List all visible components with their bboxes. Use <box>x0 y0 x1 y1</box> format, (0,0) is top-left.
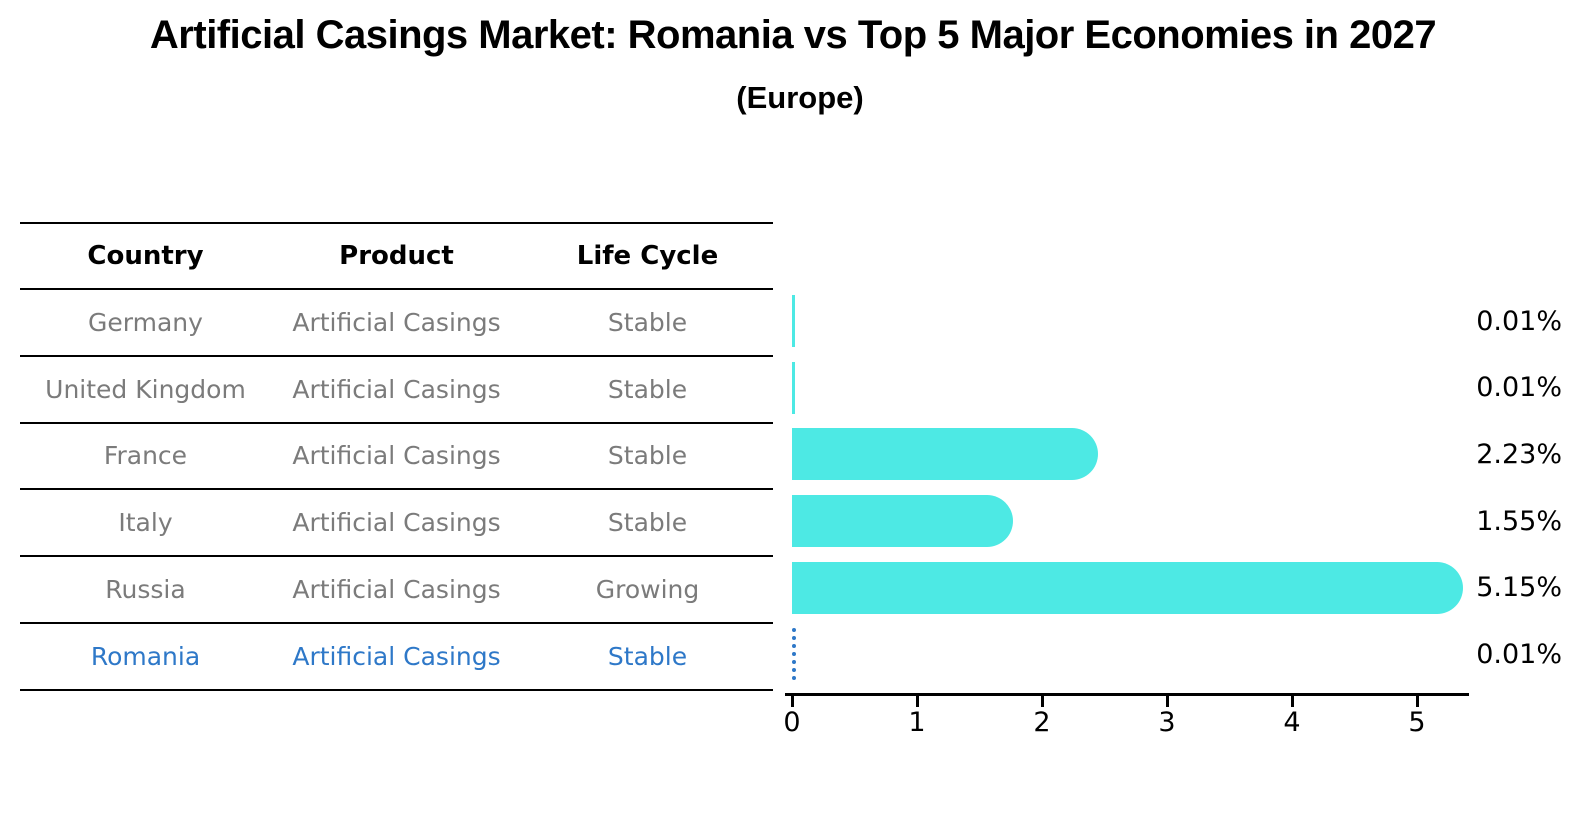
x-tick-label-4: 4 <box>1283 707 1301 738</box>
cell-country: Russia <box>105 575 186 605</box>
cell-product: Artificial Casings <box>292 374 501 404</box>
x-tick-mark-3 <box>1165 696 1169 707</box>
cell-life-cycle: Stable <box>607 441 688 471</box>
bar-plot-area <box>785 288 1468 688</box>
bar-germany <box>792 295 795 347</box>
cell-life-cycle: Stable <box>607 641 688 671</box>
chart-title: Artificial Casings Market: Romania vs To… <box>149 13 1437 57</box>
value-label-united-kingdom: 0.01% <box>1476 372 1562 404</box>
chart-row-romania <box>785 621 1468 688</box>
x-axis <box>785 693 1469 696</box>
column-header-country: Country <box>87 241 204 271</box>
x-tick-mark-1 <box>915 696 919 707</box>
table-header-row: Country Product Life Cycle <box>20 224 773 290</box>
bar-romania <box>792 628 796 681</box>
table-row-united-kingdom: United Kingdom Artificial Casings Stable <box>20 357 773 424</box>
x-tick-label-1: 1 <box>908 707 926 738</box>
bar-italy <box>792 494 1013 547</box>
chart-row-germany <box>785 288 1468 355</box>
value-label-germany: 0.01% <box>1476 305 1562 337</box>
x-tick-mark-5 <box>1415 696 1419 707</box>
bar-france <box>792 428 1098 481</box>
x-tick-mark-2 <box>1040 696 1044 707</box>
table-row-germany: Germany Artificial Casings Stable <box>20 290 773 357</box>
chart-row-italy <box>785 488 1468 555</box>
cell-country: United Kingdom <box>45 374 246 404</box>
chart-subtitle: (Europe) <box>736 80 864 115</box>
cell-product: Artificial Casings <box>292 641 501 671</box>
cell-life-cycle: Stable <box>607 307 688 337</box>
x-tick-label-3: 3 <box>1158 707 1176 738</box>
table-row-russia: Russia Artificial Casings Growing <box>20 557 773 624</box>
country-table: Country Product Life Cycle Germany Artif… <box>20 222 773 691</box>
bar-united-kingdom <box>792 361 795 414</box>
value-label-romania: 0.01% <box>1476 639 1562 671</box>
table-row-france: France Artificial Casings Stable <box>20 424 773 491</box>
x-tick-label-5: 5 <box>1408 707 1426 738</box>
table-row-romania: Romania Artificial Casings Stable <box>20 624 773 691</box>
cell-product: Artificial Casings <box>292 508 501 538</box>
value-label-column: 0.01% 0.01% 2.23% 1.55% 5.15% 0.01% <box>1458 288 1562 688</box>
value-label-italy: 1.55% <box>1476 505 1562 537</box>
table-row-italy: Italy Artificial Casings Stable <box>20 490 773 558</box>
x-tick-label-0: 0 <box>783 707 801 738</box>
column-header-product: Product <box>339 241 454 271</box>
value-label-russia: 5.15% <box>1476 572 1562 604</box>
cell-country: Italy <box>118 508 173 538</box>
cell-life-cycle: Growing <box>595 575 700 605</box>
cell-life-cycle: Stable <box>607 508 688 538</box>
cell-product: Artificial Casings <box>292 575 501 605</box>
value-label-france: 2.23% <box>1476 439 1562 471</box>
column-header-life-cycle: Life Cycle <box>576 241 719 271</box>
cell-country: Germany <box>88 307 203 337</box>
chart-row-france <box>785 421 1468 488</box>
cell-country: Romania <box>90 641 201 671</box>
cell-country: France <box>103 441 188 471</box>
chart-row-united-kingdom <box>785 355 1468 422</box>
x-tick-label-2: 2 <box>1033 707 1051 738</box>
cell-life-cycle: Stable <box>607 374 688 404</box>
x-tick-mark-4 <box>1290 696 1294 707</box>
x-tick-mark-0 <box>790 696 794 707</box>
chart-row-russia <box>785 555 1468 622</box>
cell-product: Artificial Casings <box>292 441 501 471</box>
cell-product: Artificial Casings <box>292 307 501 337</box>
bar-russia <box>792 561 1463 614</box>
